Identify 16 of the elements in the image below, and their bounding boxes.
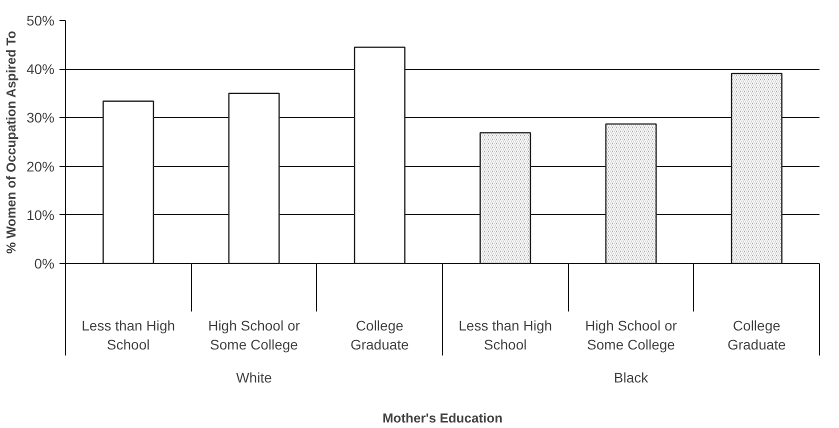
x-tick-label: Less than High School (82, 318, 176, 353)
text: Black (614, 370, 650, 386)
y-tick-label: 40% (26, 61, 55, 78)
x-tick-label: College Graduate (727, 318, 786, 353)
x-tick-label: High School or Some College (208, 318, 300, 353)
y-tick-label: 20% (26, 158, 55, 174)
y-tick-label: 50% (26, 12, 55, 28)
y-tick-label: 30% (26, 110, 55, 126)
x-axis-title: Mother's Education (382, 410, 503, 426)
x-tick-label: Less than High School (458, 318, 552, 353)
y-axis-title: % Women of Occupation Aspired To (3, 30, 18, 254)
x-tick-label: High School or Some College (585, 318, 678, 353)
x-tick-label: College Graduate (350, 318, 410, 353)
y-tick-label: 10% (26, 206, 55, 223)
text: White (236, 370, 272, 386)
y-tick-label: 0% (34, 256, 54, 272)
